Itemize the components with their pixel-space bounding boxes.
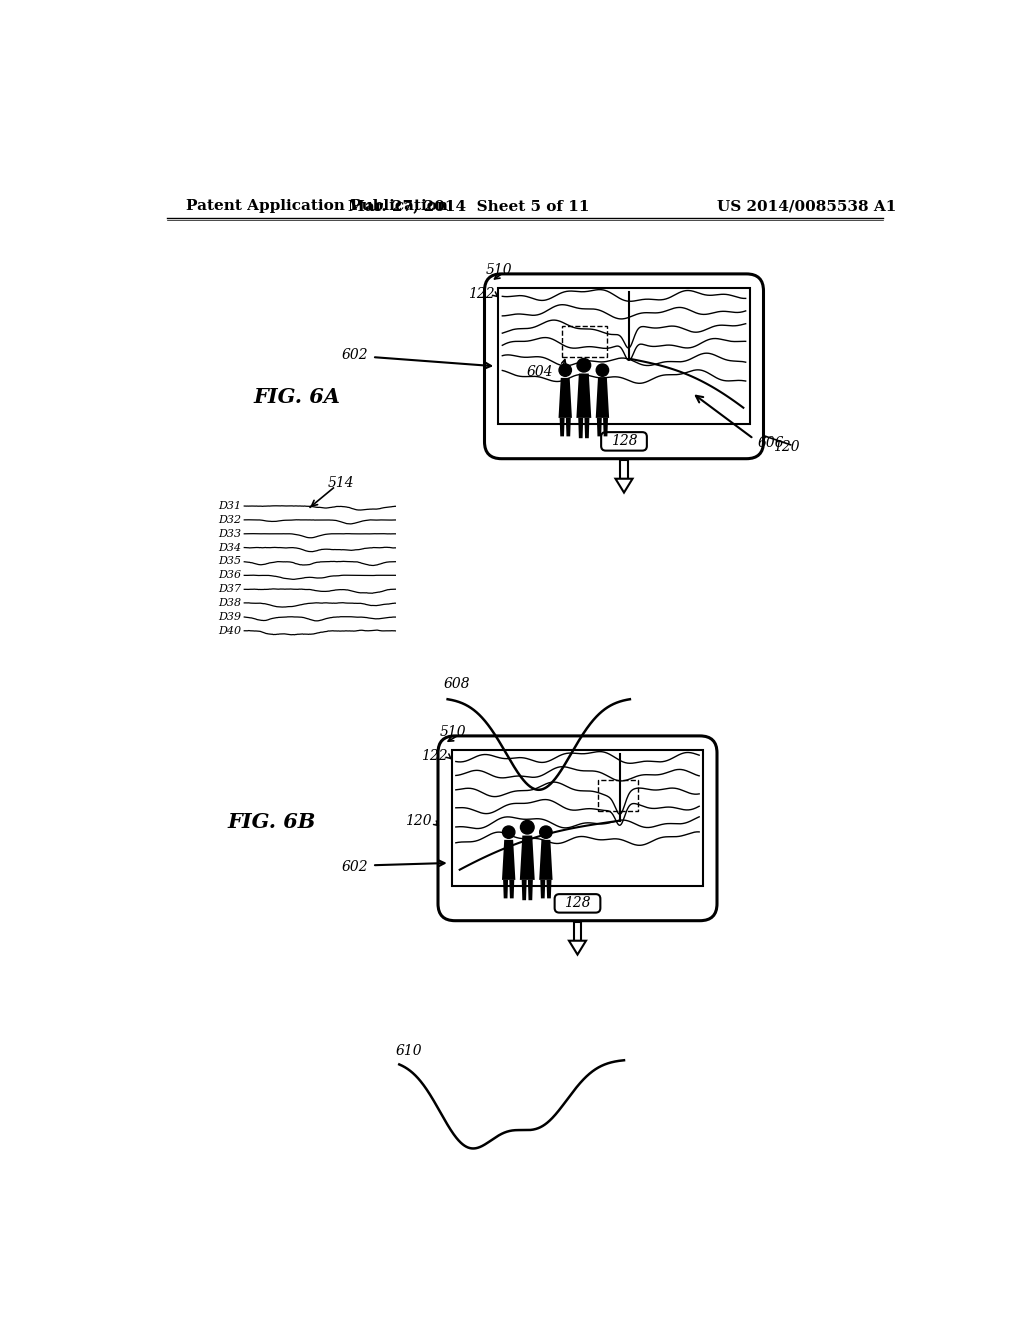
Text: D38: D38	[218, 598, 241, 609]
Polygon shape	[547, 880, 552, 899]
Text: 120: 120	[406, 813, 432, 828]
Polygon shape	[585, 418, 590, 438]
Text: D33: D33	[218, 529, 241, 539]
Circle shape	[520, 821, 535, 834]
Polygon shape	[569, 941, 586, 954]
Text: 122: 122	[468, 286, 495, 301]
Text: 510: 510	[439, 725, 466, 739]
Polygon shape	[577, 374, 591, 418]
Polygon shape	[597, 418, 602, 437]
Polygon shape	[560, 418, 564, 437]
Polygon shape	[540, 840, 553, 880]
Polygon shape	[528, 880, 532, 900]
Circle shape	[540, 826, 552, 838]
Polygon shape	[579, 418, 584, 438]
Text: 510: 510	[486, 263, 513, 277]
Text: 606: 606	[758, 436, 784, 450]
Text: D31: D31	[218, 502, 241, 511]
Text: FIG. 6A: FIG. 6A	[254, 387, 340, 407]
Bar	[562, 326, 607, 356]
Text: 128: 128	[610, 434, 637, 449]
Bar	[621, 461, 628, 479]
Text: 610: 610	[396, 1044, 423, 1057]
Text: Patent Application Publication: Patent Application Publication	[186, 199, 449, 213]
Text: D40: D40	[218, 626, 241, 636]
Polygon shape	[502, 840, 515, 880]
Polygon shape	[603, 418, 608, 437]
Text: 602: 602	[342, 347, 369, 362]
Text: 514: 514	[328, 477, 354, 490]
Text: Mar. 27, 2014  Sheet 5 of 11: Mar. 27, 2014 Sheet 5 of 11	[348, 199, 590, 213]
Text: FIG. 6B: FIG. 6B	[227, 812, 315, 832]
Bar	[573, 923, 582, 941]
Bar	[598, 780, 638, 810]
FancyBboxPatch shape	[555, 894, 600, 912]
Polygon shape	[509, 880, 514, 899]
Text: US 2014/0085538 A1: US 2014/0085538 A1	[717, 199, 896, 213]
Polygon shape	[541, 880, 545, 899]
FancyBboxPatch shape	[484, 275, 764, 459]
Polygon shape	[520, 836, 535, 880]
Polygon shape	[615, 479, 633, 492]
Text: 122: 122	[422, 748, 449, 763]
Circle shape	[596, 364, 608, 376]
FancyBboxPatch shape	[438, 737, 717, 921]
Text: 608: 608	[443, 677, 470, 690]
Text: D34: D34	[218, 543, 241, 553]
FancyBboxPatch shape	[601, 432, 647, 450]
Circle shape	[503, 826, 515, 838]
Text: 128: 128	[564, 896, 591, 911]
Text: D35: D35	[218, 557, 241, 566]
Text: D39: D39	[218, 612, 241, 622]
Polygon shape	[503, 880, 508, 899]
Polygon shape	[558, 378, 572, 418]
Text: D37: D37	[218, 585, 241, 594]
Text: 604: 604	[526, 366, 553, 379]
Polygon shape	[521, 880, 526, 900]
Text: D32: D32	[218, 515, 241, 525]
Bar	[452, 750, 703, 886]
Circle shape	[559, 364, 571, 376]
Polygon shape	[596, 378, 609, 418]
Polygon shape	[566, 418, 570, 437]
Text: 602: 602	[342, 859, 369, 874]
Circle shape	[577, 359, 591, 372]
Bar	[499, 288, 750, 424]
Text: 120: 120	[773, 440, 800, 454]
Text: D36: D36	[218, 570, 241, 581]
